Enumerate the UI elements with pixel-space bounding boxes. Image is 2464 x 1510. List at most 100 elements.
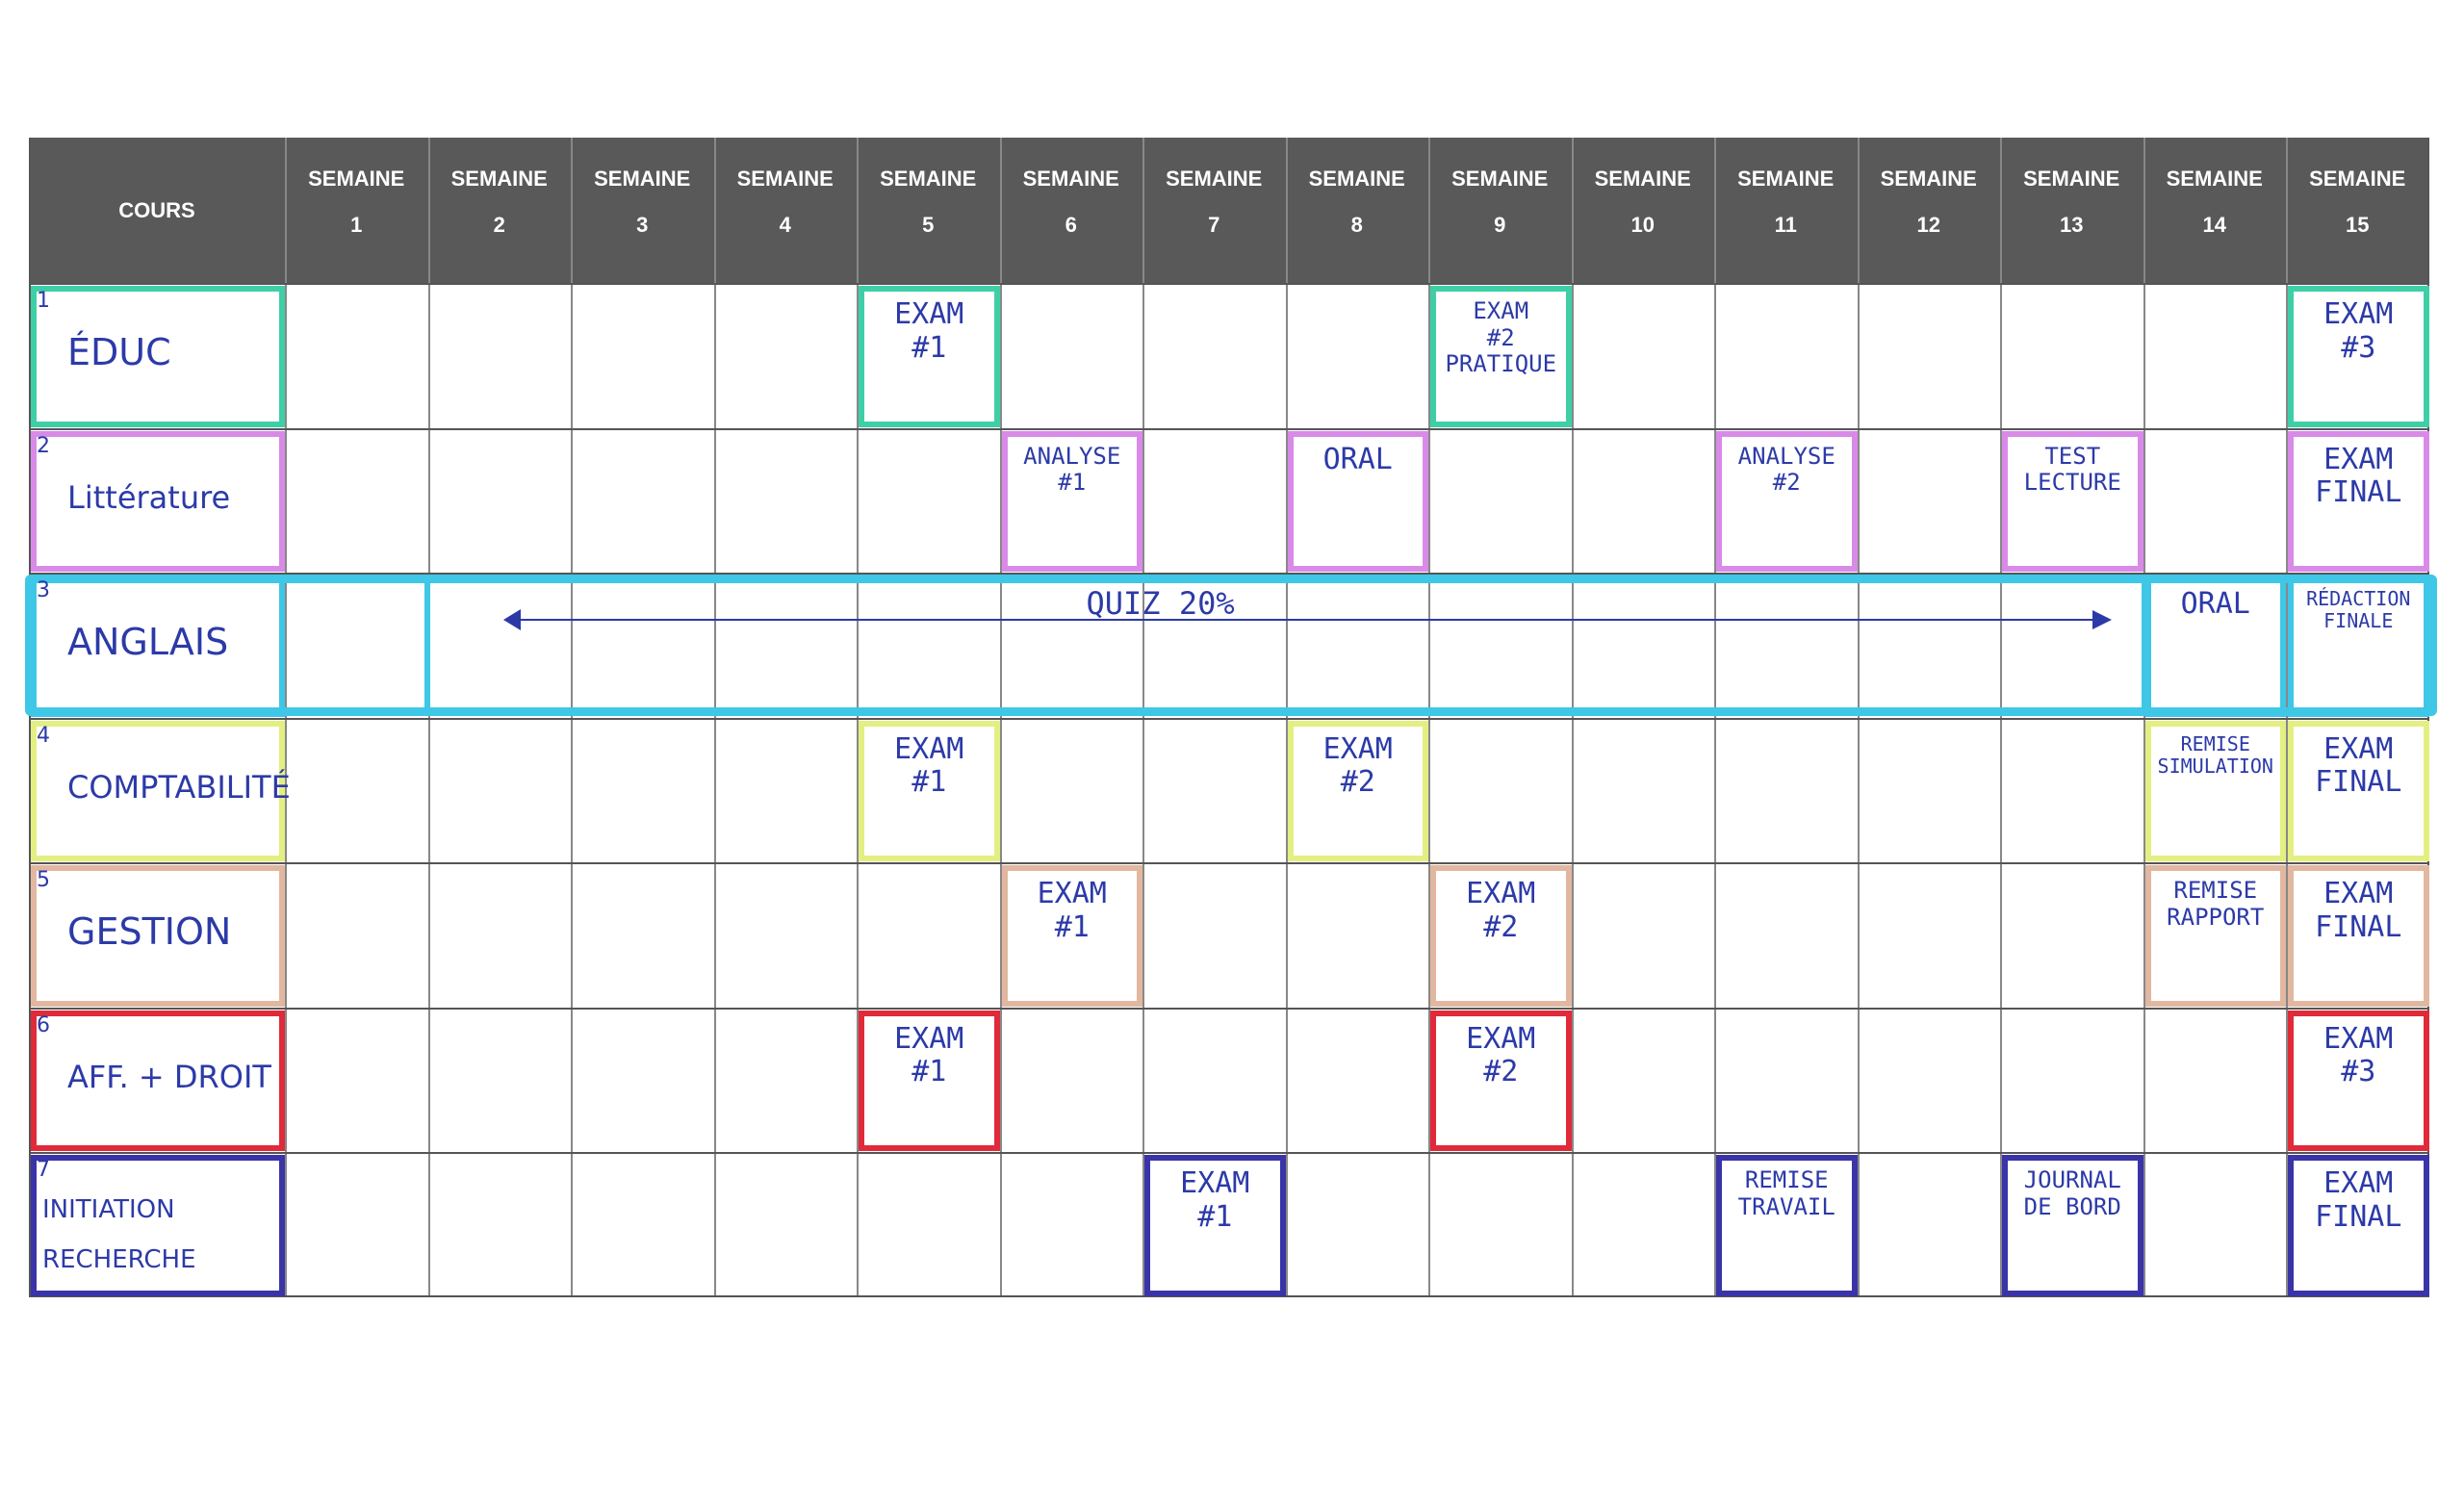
course-name: AFF. + DROIT [67,1058,271,1095]
course-number: 6 [37,1012,50,1037]
header-week-13: SEMAINE 13 [2000,138,2143,283]
header-cours: COURS [118,197,195,222]
course-number: 2 [37,433,50,458]
grid-column-line [1571,138,1574,1297]
week-word: SEMAINE [736,166,834,191]
entry-label: EXAM #1 [894,1021,964,1088]
week-word: SEMAINE [1594,166,1691,191]
header-week-15: SEMAINE 15 [2286,138,2429,283]
week-word: SEMAINE [1166,166,1263,191]
header-week-14: SEMAINE 14 [2143,138,2287,283]
header-week-12: SEMAINE 12 [1858,138,2001,283]
entry-box [1001,430,1142,572]
course-number: 4 [37,723,50,748]
header-week-9: SEMAINE 9 [1428,138,1572,283]
week-number: 13 [2060,213,2084,237]
entry-label: ORAL [1322,442,1393,476]
header-week-1: SEMAINE 1 [285,138,428,283]
grid-row-line [29,1294,2429,1297]
grid-column-line [999,138,1002,1297]
grid-column-line [2286,138,2288,1297]
header-week-8: SEMAINE 8 [1286,138,1429,283]
entry-box [859,1010,1000,1151]
week-word: SEMAINE [2309,166,2406,191]
entry-box [1430,1010,1572,1151]
week-word: SEMAINE [1737,166,1835,191]
grid-row-line [29,862,2429,864]
grid-column-line [857,138,859,1297]
header-week-4: SEMAINE 4 [714,138,858,283]
week-number: 9 [1494,213,1506,237]
entry-label: RÉDACTION FINALE [2306,587,2411,632]
entry-label: ORAL [2180,587,2250,621]
week-number: 3 [636,213,649,237]
entry-label: EXAM #1 [894,297,964,365]
week-word: SEMAINE [450,166,548,191]
course-number: 7 [37,1158,50,1182]
grid-column-line [571,138,573,1297]
quiz-label: QUIZ 20% [1086,585,1235,622]
week-number: 14 [2202,213,2226,237]
course-name: Littérature [67,478,231,516]
grid-row-line [29,283,2429,285]
entry-label: EXAM #2 PRATIQUE [1445,297,1557,378]
entry-box [2288,1155,2429,1296]
entry-box [1287,430,1428,572]
course-cell [31,430,285,572]
week-word: SEMAINE [1022,166,1119,191]
entry-box [2002,430,2143,572]
grid-column-line [427,138,430,1297]
week-word: SEMAINE [594,166,691,191]
arrow-left-icon [502,609,521,630]
entry-label: EXAM #2 [1466,1021,1536,1088]
entry-label: EXAM FINAL [2315,731,2402,799]
header-week-10: SEMAINE 10 [1572,138,1715,283]
grid-row-line [29,1152,2429,1154]
arrow-right-icon [2092,610,2112,629]
week-number: 12 [1916,213,1940,237]
entry-box [2288,865,2429,1007]
course-number: 5 [37,868,50,892]
quiz-arrow-line [514,619,2096,621]
grid-column-line [285,138,287,1297]
week-word: SEMAINE [1880,166,1977,191]
grid-column-line [1285,138,1288,1297]
course-number: 1 [37,289,50,313]
entry-label: EXAM FINAL [2315,877,2402,944]
entry-label: ANALYSE #1 [1023,442,1121,497]
entry-box [2144,720,2286,861]
course-cell [31,1155,285,1296]
week-number: 10 [1630,213,1655,237]
entry-box [859,286,1000,427]
grid-column-line [1857,138,1860,1297]
entry-label: EXAM #1 [1037,877,1107,944]
entry-label: EXAM #3 [2323,1021,2394,1088]
course-cell [31,720,285,861]
grid-row-line [29,1007,2429,1010]
grid-column-line [713,138,716,1297]
grid-row-line [29,573,2429,575]
grid-column-line [2427,138,2429,1297]
week-word: SEMAINE [880,166,977,191]
grid-column-line [2143,138,2145,1297]
week-word: SEMAINE [2166,166,2263,191]
week-word: SEMAINE [1308,166,1405,191]
header-week-6: SEMAINE 6 [1000,138,1143,283]
entry-box [2288,430,2429,572]
entry-box [2288,720,2429,861]
week-number: 5 [922,213,935,237]
entry-label: EXAM #1 [1180,1166,1250,1234]
entry-label: REMISE TRAVAIL [1737,1166,1835,1220]
week-word: SEMAINE [2023,166,2120,191]
course-name: GESTION [67,910,232,953]
week-number: 7 [1208,213,1220,237]
entry-box [1287,720,1428,861]
entry-box [1144,1155,1286,1296]
entry-box [1001,865,1142,1007]
grid-row-line [29,427,2429,430]
course-name: ANGLAIS [67,621,229,663]
entry-label: EXAM #2 [1466,877,1536,944]
entry-box [2144,865,2286,1007]
week-number: 1 [350,213,363,237]
course-cell [31,865,285,1007]
